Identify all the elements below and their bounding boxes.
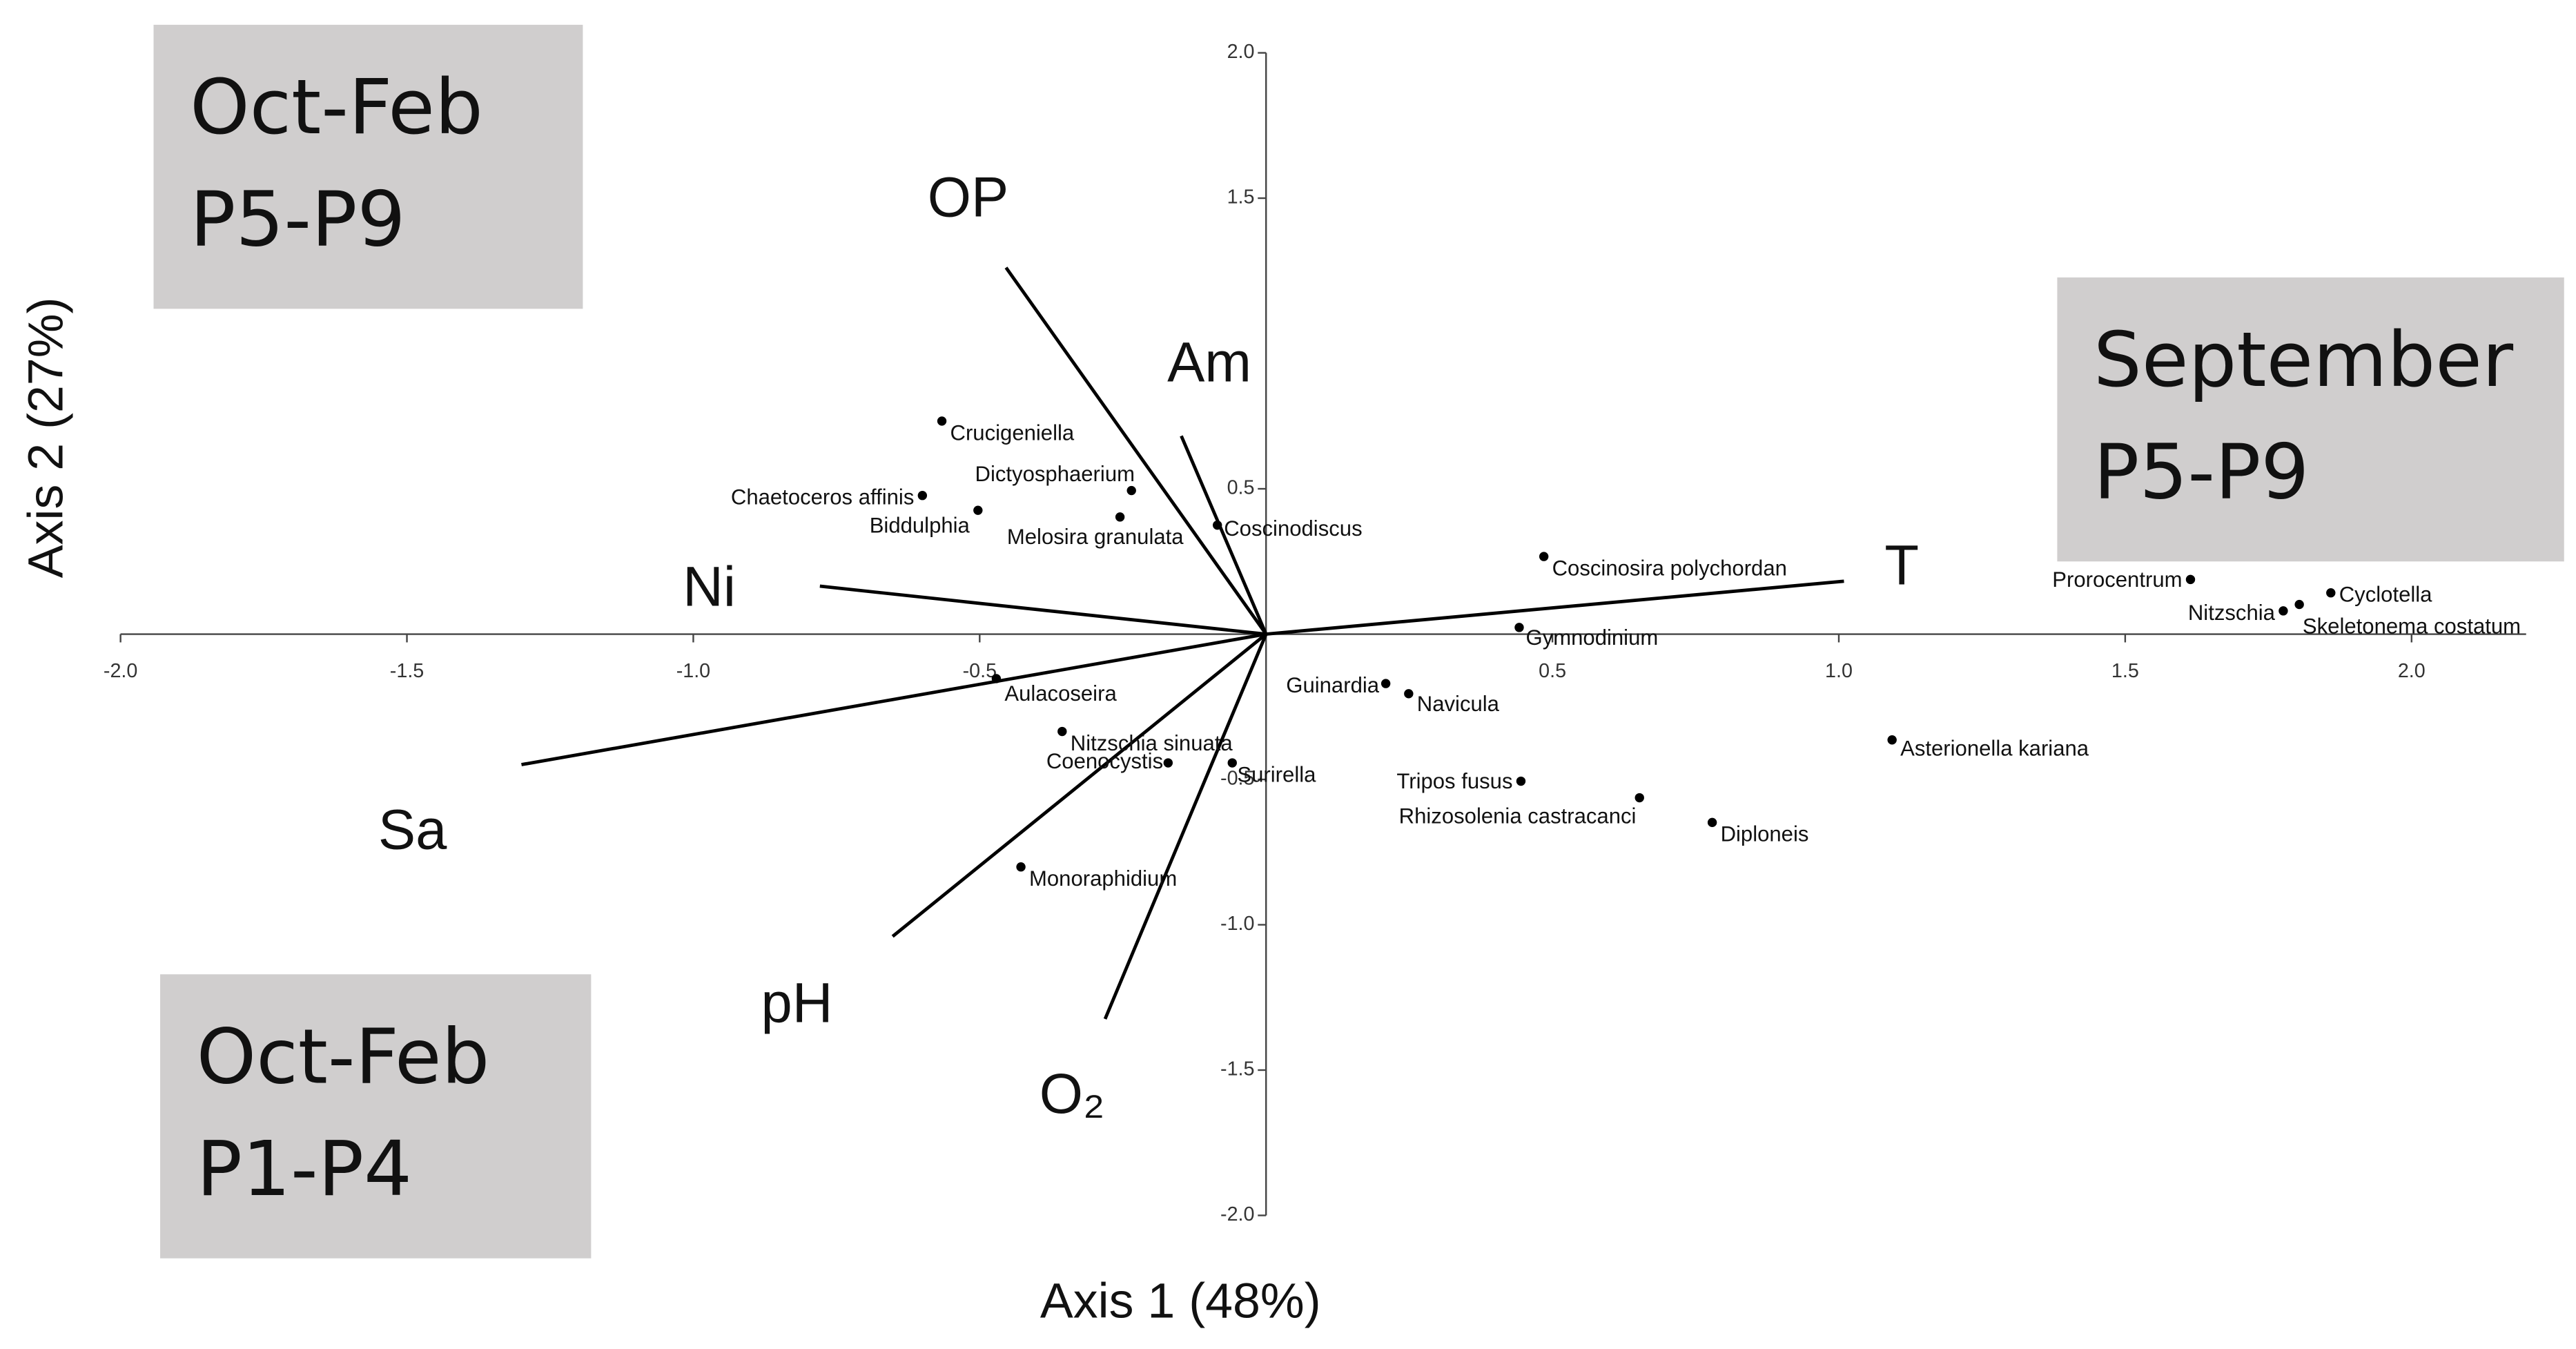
annotation-box xyxy=(153,24,583,309)
vector-label: Sa xyxy=(378,798,447,861)
x-tick-label: 1.0 xyxy=(1825,660,1853,682)
y-tick-label: 0.5 xyxy=(1227,477,1255,499)
species-label: Coenocystis xyxy=(1046,749,1163,773)
species-label: Chaetoceros affinis xyxy=(731,485,914,509)
species-label: Diploneis xyxy=(1721,822,1809,846)
species-label: Biddulphia xyxy=(870,513,970,537)
vector xyxy=(1265,579,1844,636)
species-point xyxy=(1539,552,1549,561)
y-axis-title: Axis 2 (27%) xyxy=(19,298,74,579)
species-label: Guinardia xyxy=(1286,673,1379,697)
species-label: Rhizosolenia castracanci xyxy=(1399,804,1637,828)
species-label: Tripos fusus xyxy=(1396,769,1512,793)
species-point xyxy=(1635,793,1644,803)
species-point xyxy=(1514,623,1524,632)
species-label: Skeletonema costatum xyxy=(2303,614,2521,638)
x-tick-label: -1.5 xyxy=(390,660,424,682)
species-point xyxy=(991,674,1002,683)
species-point xyxy=(1016,862,1026,872)
annotation-text: September xyxy=(2094,316,2514,404)
species-point xyxy=(2279,606,2288,616)
x-axis-title: Axis 1 (48%) xyxy=(1040,1274,1321,1329)
species-label: Melosira granulata xyxy=(1007,525,1184,549)
species-point xyxy=(1887,735,1897,745)
species-point xyxy=(1115,512,1125,522)
y-tick-label: 2.0 xyxy=(1227,41,1255,63)
y-tick-label: -1.0 xyxy=(1220,913,1254,935)
species-label: Navicula xyxy=(1417,692,1500,716)
species-point xyxy=(2185,574,2196,585)
species-label: Nitzschia xyxy=(2188,601,2276,625)
species-point xyxy=(937,416,947,426)
y-tick-label: 1.5 xyxy=(1227,186,1255,208)
species-label: Aulacoseira xyxy=(1004,681,1117,706)
y-tick-label: -1.5 xyxy=(1220,1058,1254,1080)
vector xyxy=(521,632,1267,766)
species-point xyxy=(1707,817,1717,828)
species-label: Coscinodiscus xyxy=(1224,516,1362,541)
annotation-text: Oct-Feb xyxy=(197,1012,490,1100)
y-tick-label: -0.5 xyxy=(1220,768,1254,790)
y-tick-label: -2.0 xyxy=(1220,1203,1254,1225)
vector-label: T xyxy=(1884,534,1919,597)
species-point xyxy=(2294,599,2304,610)
species-point xyxy=(917,491,928,501)
species-point xyxy=(1227,758,1237,768)
annotation-box xyxy=(2057,277,2564,562)
species-label: Nitzschia sinuata xyxy=(1071,731,1233,755)
annotation-box xyxy=(160,974,592,1259)
vector-label: OP xyxy=(928,166,1008,229)
vector-label: pH xyxy=(761,972,832,1035)
vector xyxy=(1004,266,1268,635)
annotation-text: P1-P4 xyxy=(197,1125,412,1213)
species-label: Crucigeniella xyxy=(950,420,1075,445)
x-tick-label: 1.5 xyxy=(2111,660,2139,682)
vector-label: O₂ xyxy=(1040,1062,1105,1125)
species-label: Asterionella kariana xyxy=(1900,736,2089,760)
annotation-text: Oct-Feb xyxy=(190,63,483,151)
species-label: Cyclotella xyxy=(2339,583,2432,607)
x-tick-label: 0.5 xyxy=(1539,660,1566,682)
species-label: Dictyosphaerium xyxy=(975,462,1135,486)
species-point xyxy=(1126,485,1136,496)
x-tick-label: -0.5 xyxy=(963,660,997,682)
species-label: Surirella xyxy=(1237,762,1316,786)
vector xyxy=(819,584,1267,636)
species-label: Monoraphidium xyxy=(1029,866,1177,891)
species-point xyxy=(1163,758,1173,768)
species-label: Gymnodinium xyxy=(1526,625,1659,650)
x-tick-label: -2.0 xyxy=(104,660,137,682)
vector-label: Am xyxy=(1167,331,1251,394)
vector-label: Ni xyxy=(683,556,736,619)
species-label: Prorocentrum xyxy=(2052,567,2182,592)
annotation-text: P5-P9 xyxy=(190,175,405,264)
vector xyxy=(1180,435,1268,635)
species-point xyxy=(1380,679,1391,688)
annotation-text: P5-P9 xyxy=(2094,428,2309,516)
species-point xyxy=(1057,726,1067,737)
x-tick-label: -1.0 xyxy=(676,660,710,682)
species-point xyxy=(973,505,983,515)
x-tick-label: 2.0 xyxy=(2398,660,2426,682)
species-point xyxy=(1516,776,1526,786)
species-label: Coscinosira polychordan xyxy=(1552,556,1787,580)
species-point xyxy=(1404,689,1414,699)
vector xyxy=(1103,633,1268,1020)
species-point xyxy=(1212,520,1222,530)
species-point xyxy=(2326,588,2336,598)
vector xyxy=(891,632,1267,938)
